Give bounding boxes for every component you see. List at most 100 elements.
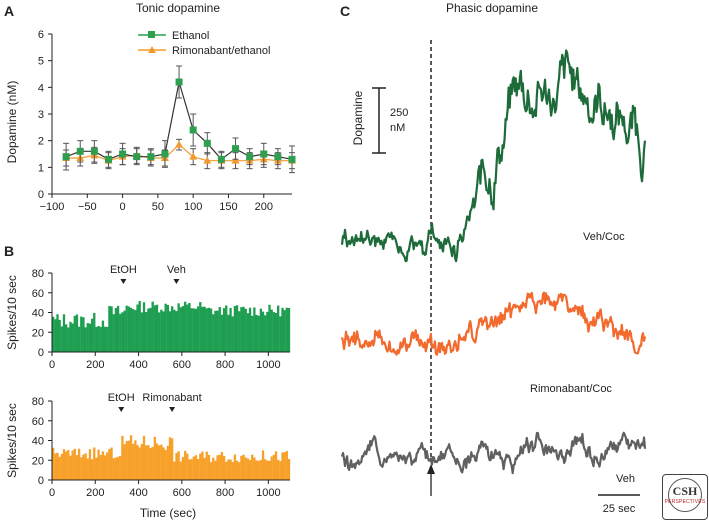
panel-a-xtick-label: −50 <box>78 201 97 213</box>
histogram-bar <box>125 305 128 352</box>
histogram-bar <box>220 452 224 480</box>
data-point-ethanol <box>133 153 141 161</box>
histogram-bar <box>75 314 79 352</box>
data-point-rimonabant <box>203 156 212 164</box>
panel-a-letter: A <box>4 3 14 19</box>
histogram-xtick-label: 800 <box>216 487 234 499</box>
panel-a-legend: Ethanol Rimonabant/ethanol <box>138 30 270 57</box>
histogram-bar <box>116 456 120 480</box>
histogram-bar <box>121 312 124 352</box>
histogram-bar <box>134 440 137 480</box>
histogram-bar <box>257 315 260 352</box>
histogram-bar <box>93 312 96 352</box>
histogram-ytick-label: 20 <box>32 327 44 339</box>
csh-logo: CSH PERSPECTIVES <box>662 474 708 520</box>
histogram-event-marker <box>169 407 176 412</box>
histogram-bar <box>67 327 70 352</box>
histogram-bar <box>54 453 57 480</box>
histogram-event-label: Rimonabant <box>142 392 201 404</box>
histogram-bar <box>101 320 105 352</box>
histogram-bar <box>82 454 85 480</box>
histogram-bar <box>69 321 72 352</box>
histogram-bar <box>266 460 269 480</box>
legend-rimonabant-label: Rimonabant/ethanol <box>172 45 270 57</box>
histogram-bar <box>112 314 115 352</box>
panel-a-xtick-label: 200 <box>255 201 273 213</box>
histogram-bar <box>97 449 100 480</box>
histogram-xtick-label: 600 <box>173 487 191 499</box>
histogram-bar <box>183 450 187 480</box>
histogram-bar <box>199 453 202 480</box>
histogram-ytick-label: 20 <box>32 455 44 467</box>
histogram-bar <box>251 454 254 480</box>
panel-a-series <box>62 65 296 174</box>
histogram-bar <box>62 314 66 352</box>
histogram-bar <box>270 309 273 352</box>
histogram-bar <box>285 451 288 480</box>
histogram-bar <box>283 310 286 352</box>
histogram-bar <box>177 303 180 352</box>
histogram-bar <box>114 457 118 480</box>
data-point-ethanol <box>90 147 98 155</box>
histogram-bar <box>177 451 180 480</box>
histogram-bar <box>147 308 150 352</box>
histogram-bar <box>158 445 161 480</box>
panel-b-letter: B <box>4 243 14 259</box>
histogram-bar <box>82 317 85 352</box>
histogram-bar <box>58 456 61 480</box>
data-point-rimonabant <box>175 140 184 148</box>
histogram-bar <box>238 462 241 480</box>
data-point-ethanol <box>260 150 268 158</box>
panel-c-ylabel: Dopamine <box>351 90 365 145</box>
trace-veh-coc <box>340 49 647 263</box>
histogram-bar <box>69 455 72 480</box>
histogram-bar <box>164 449 167 480</box>
histogram-bar <box>233 306 237 352</box>
histogram-bar <box>123 310 126 352</box>
histogram-bar <box>201 451 204 480</box>
histogram-bar <box>123 444 126 480</box>
histogram-bar <box>188 459 191 480</box>
data-point-ethanol <box>232 145 240 153</box>
histogram-bar <box>108 449 111 480</box>
histogram-bar <box>203 306 206 352</box>
histogram-bar <box>251 315 254 352</box>
histogram-bar <box>248 460 252 480</box>
histogram-bar <box>235 460 239 480</box>
histogram-bar <box>218 307 221 352</box>
histogram-bar <box>134 310 137 352</box>
histogram-bar <box>222 456 226 480</box>
scale-bar-y-unit: nM <box>390 122 405 134</box>
histogram-bar <box>281 452 284 480</box>
histogram-bar <box>205 451 208 480</box>
histogram-bar <box>212 314 215 352</box>
histogram-bar <box>75 455 79 480</box>
histogram-bar <box>199 302 202 352</box>
histogram-bar <box>220 314 224 352</box>
histogram-bar <box>153 436 157 480</box>
histogram-bar <box>106 326 109 352</box>
data-point-rimonabant <box>231 156 240 164</box>
histogram-bar <box>136 304 139 352</box>
data-point-ethanol <box>147 153 155 161</box>
histogram-bar <box>160 309 163 352</box>
histogram-bar <box>261 450 265 480</box>
histogram-bar <box>129 307 133 352</box>
histogram-bar <box>101 451 105 480</box>
histogram-bar <box>86 323 89 352</box>
histogram-bar <box>64 451 68 480</box>
histogram-xtick-label: 600 <box>173 359 191 371</box>
histogram-ytick-label: 0 <box>38 475 44 487</box>
histogram-bar <box>145 311 148 352</box>
histogram-event-label: Veh <box>167 264 186 276</box>
histogram-bar <box>212 457 215 480</box>
histogram-bar <box>56 314 59 352</box>
histogram-bar <box>125 441 128 480</box>
panel-a-xtick-label: −100 <box>40 201 65 213</box>
histogram-ytick-label: 80 <box>32 396 44 408</box>
histogram-bar <box>242 306 245 352</box>
histogram-bar <box>168 311 172 352</box>
histogram-bar <box>209 308 213 352</box>
